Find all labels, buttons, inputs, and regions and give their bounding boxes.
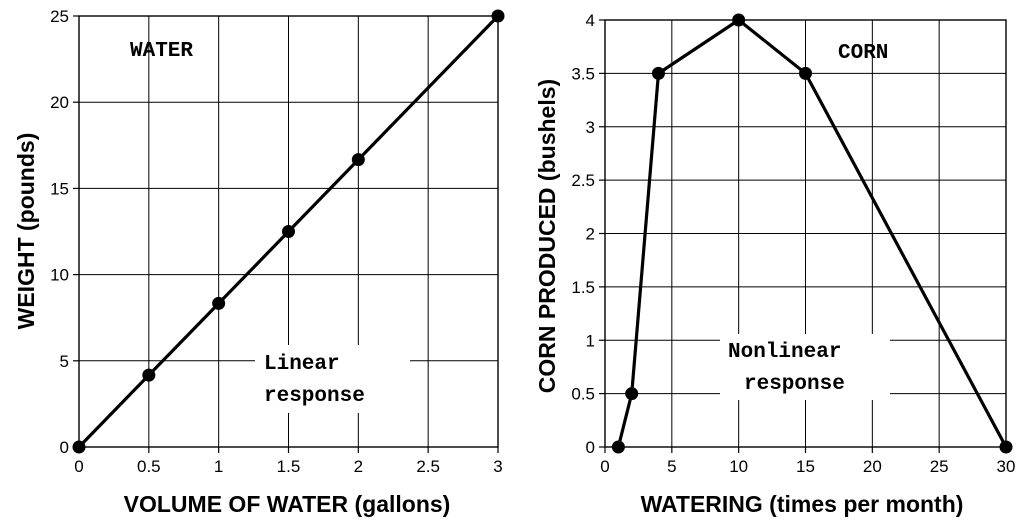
y-axis-label: WEIGHT (pounds) xyxy=(13,133,39,330)
data-point xyxy=(799,66,812,80)
annotation-bg xyxy=(255,345,410,413)
y-tick-label: 25 xyxy=(50,7,69,26)
y-tick-label: 5 xyxy=(60,352,69,371)
x-tick-label: 10 xyxy=(729,457,748,476)
y-tick-label: 0 xyxy=(60,438,69,457)
x-tick-label: 0 xyxy=(74,457,83,476)
x-tick-label: 1 xyxy=(214,457,223,476)
y-tick-label: 15 xyxy=(50,179,69,198)
data-point xyxy=(351,153,365,167)
y-tick-label: 1.5 xyxy=(571,278,595,297)
x-tick-label: 3 xyxy=(493,457,502,476)
y-tick-label: 0 xyxy=(586,438,595,457)
x-axis-label: WATERING (times per month) xyxy=(641,491,964,517)
x-axis-label: VOLUME OF WATER (gallons) xyxy=(124,491,451,517)
x-tick-label: 5 xyxy=(667,457,676,476)
annotation-response: response xyxy=(744,373,845,396)
data-point xyxy=(611,440,625,454)
y-tick-label: 3 xyxy=(586,118,595,137)
data-point xyxy=(732,13,746,27)
annotation-nonlinear: Nonlinear xyxy=(728,341,841,364)
y-tick-label: 1 xyxy=(586,331,595,350)
y-axis-label: CORN PRODUCED (bushels) xyxy=(534,79,560,393)
chart-corn-production: 0 5 10 15 20 25 30 0 0.5 1 1.5 2 2.5 3 3.5 4 CORN Nonli… xyxy=(534,11,1015,517)
data-point xyxy=(282,225,295,238)
x-tick-label: 2.5 xyxy=(416,457,440,476)
y-tick-label: 10 xyxy=(50,266,69,285)
x-tick-label: 0 xyxy=(600,457,609,476)
series-line xyxy=(77,14,500,449)
y-tick-label: 2.5 xyxy=(571,171,595,190)
series-line xyxy=(616,18,1008,448)
annotation-response: response xyxy=(264,385,365,408)
data-point xyxy=(72,440,86,454)
annotation-linear: Linear xyxy=(264,353,340,376)
x-tick-label: 25 xyxy=(930,457,949,476)
data-point xyxy=(212,296,226,310)
annotation-corn: CORN xyxy=(838,42,888,65)
x-tick-label: 2 xyxy=(354,457,363,476)
x-tick-label: 30 xyxy=(997,457,1016,476)
annotation-bg xyxy=(720,334,890,400)
data-point xyxy=(651,66,665,80)
x-tick-label: 1.5 xyxy=(277,457,301,476)
y-tick-label: 20 xyxy=(50,93,69,112)
chart-water-weight: 0 0.5 1 1.5 2 2.5 3 0 5 10 15 20 25 WATER Linear res… xyxy=(13,7,505,517)
y-tick-label: 2 xyxy=(586,225,595,244)
data-point xyxy=(625,387,639,401)
x-tick-label: 15 xyxy=(796,457,815,476)
data-point xyxy=(491,9,505,23)
data-point xyxy=(142,368,156,382)
annotation-water: WATER xyxy=(130,40,193,63)
data-point xyxy=(999,440,1013,454)
x-tick-label: 0.5 xyxy=(137,457,161,476)
y-tick-label: 4 xyxy=(586,11,595,30)
y-tick-label: 0.5 xyxy=(571,385,595,404)
y-tick-label: 3.5 xyxy=(571,64,595,83)
x-tick-label: 20 xyxy=(863,457,882,476)
